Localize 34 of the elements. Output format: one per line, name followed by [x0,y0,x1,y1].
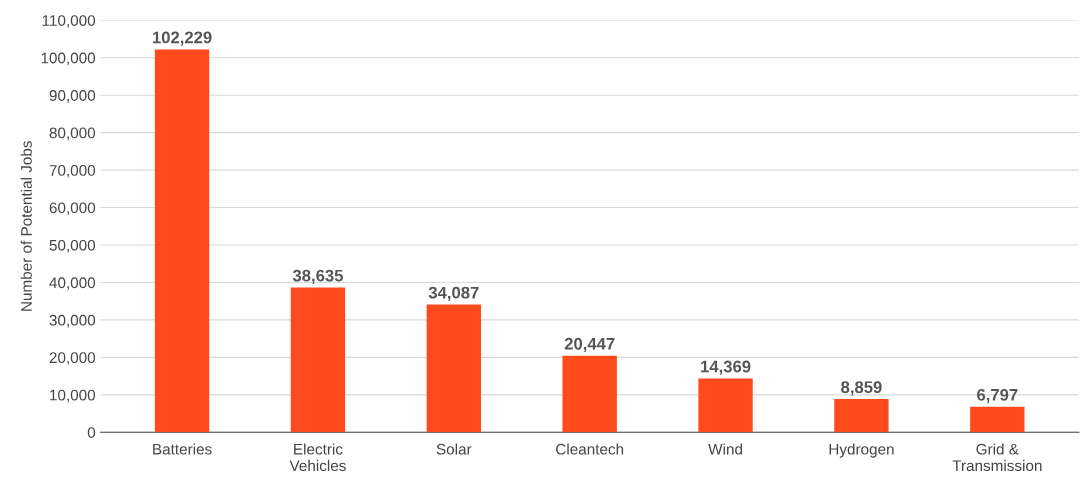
y-tick-label: 60,000 [49,202,96,216]
y-tick-label: 10,000 [50,389,96,403]
data-label: 34,087 [428,286,479,301]
bar [154,49,210,433]
y-axis-title: Number of Potential Jobs [20,141,32,311]
bar [698,378,753,433]
y-tick-label: 20,000 [49,352,96,365]
x-tick-label: Cleantech [556,443,624,455]
data-label: 8,859 [841,381,882,396]
y-tick-label: 0 [87,427,96,438]
y-tick-label: 50,000 [49,239,96,253]
x-tick-label: Batteries [153,443,212,455]
data-label: 6,797 [977,388,1018,404]
y-tick-label: 40,000 [49,277,96,290]
bar [562,355,617,433]
x-tick-label: Hydrogen [829,443,894,458]
y-tick-label: 90,000 [49,90,96,103]
bar [834,399,889,433]
data-label: 38,635 [292,269,343,284]
bar [970,406,1025,433]
x-tick-label: Grid & Transmission [952,443,1042,472]
bar [290,287,346,433]
data-label: 14,369 [701,360,751,375]
x-tick-label: Solar [436,443,472,455]
y-tick-label: 100,000 [41,52,96,66]
y-tick-label: 110,000 [42,15,96,28]
data-label: 102,229 [152,31,212,46]
y-tick-label: 30,000 [49,314,96,328]
x-tick-label: Wind [708,443,742,455]
bar [426,304,481,433]
data-label: 20,447 [564,337,615,353]
y-tick-label: 70,000 [49,164,96,178]
y-tick-label: 80,000 [49,127,96,141]
x-tick-label: Electric Vehicles [289,443,346,472]
